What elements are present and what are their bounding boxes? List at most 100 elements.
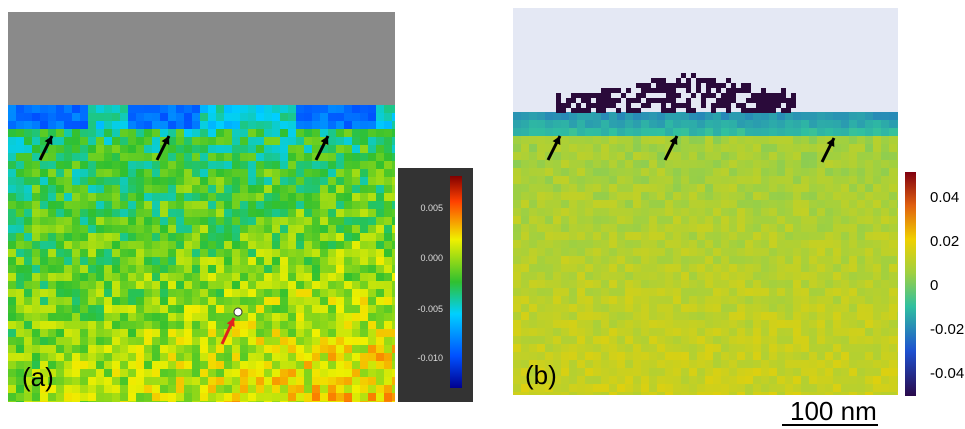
pixel [64,113,72,121]
pixel [705,232,713,240]
pixel [88,249,96,257]
pixel [128,177,136,185]
pixel [136,353,144,361]
pixel [721,384,729,392]
pixel [88,313,96,321]
pixel [64,121,72,129]
pixel [256,345,264,353]
pixel [64,201,72,209]
pixel [841,248,849,256]
pixel [873,192,881,200]
pixel [72,105,80,113]
pixel [32,257,40,265]
pixel [256,121,264,129]
pixel [392,353,395,361]
pixel [320,169,328,177]
pixel [168,329,176,337]
pixel [585,248,593,256]
pixel [857,224,865,232]
pixel [88,129,96,137]
pixel [288,113,296,121]
pixel [128,361,136,369]
pixel [200,233,208,241]
pixel [625,200,633,208]
pixel [288,305,296,313]
pixel [561,320,569,328]
pixel [264,353,272,361]
pixel [104,113,112,121]
pixel [264,289,272,297]
pixel [817,168,825,176]
pixel [617,304,625,312]
pixel [873,128,881,136]
pixel [817,328,825,336]
pixel [761,176,769,184]
pixel [633,296,641,304]
pixel [304,193,312,201]
pixel [112,345,120,353]
pixel [561,232,569,240]
pixel [208,345,216,353]
pixel [136,297,144,305]
pixel [745,240,753,248]
pixel [256,313,264,321]
pixel [72,265,80,273]
pixel [232,337,240,345]
pixel [561,296,569,304]
pixel [841,232,849,240]
pixel [593,272,601,280]
pixel [40,225,48,233]
pixel [769,384,777,392]
pixel [801,272,809,280]
pixel [72,393,80,401]
pixel [320,209,328,217]
pixel [192,145,200,153]
pixel [729,168,737,176]
pixel [280,225,288,233]
pixel [841,344,849,352]
pixel [240,161,248,169]
pixel [40,345,48,353]
pixel [328,193,336,201]
pixel [184,193,192,201]
pixel [208,393,216,401]
pixel [24,177,32,185]
pixel [272,113,280,121]
pixel [264,129,272,137]
pixel [785,248,793,256]
pixel [609,360,617,368]
pixel [689,184,697,192]
surface-pixel [581,98,586,103]
pixel [312,401,320,402]
pixel [641,200,649,208]
pixel [761,264,769,272]
pixel [88,145,96,153]
pixel [296,281,304,289]
pixel [617,168,625,176]
pixel [384,201,392,209]
pixel [56,321,64,329]
pixel [673,360,681,368]
pixel [152,129,160,137]
pixel [248,273,256,281]
pixel [128,105,136,113]
pixel [665,112,673,120]
pixel [761,144,769,152]
pixel [24,289,32,297]
pixel [184,281,192,289]
pixel [48,265,56,273]
pixel [881,168,889,176]
pixel [328,129,336,137]
pixel [64,361,72,369]
pixel [857,312,865,320]
pixel [713,240,721,248]
pixel [256,153,264,161]
pixel [48,201,56,209]
pixel [24,329,32,337]
pixel [769,248,777,256]
pixel [577,168,585,176]
pixel [793,272,801,280]
pixel [264,265,272,273]
pixel [224,177,232,185]
pixel [336,145,344,153]
